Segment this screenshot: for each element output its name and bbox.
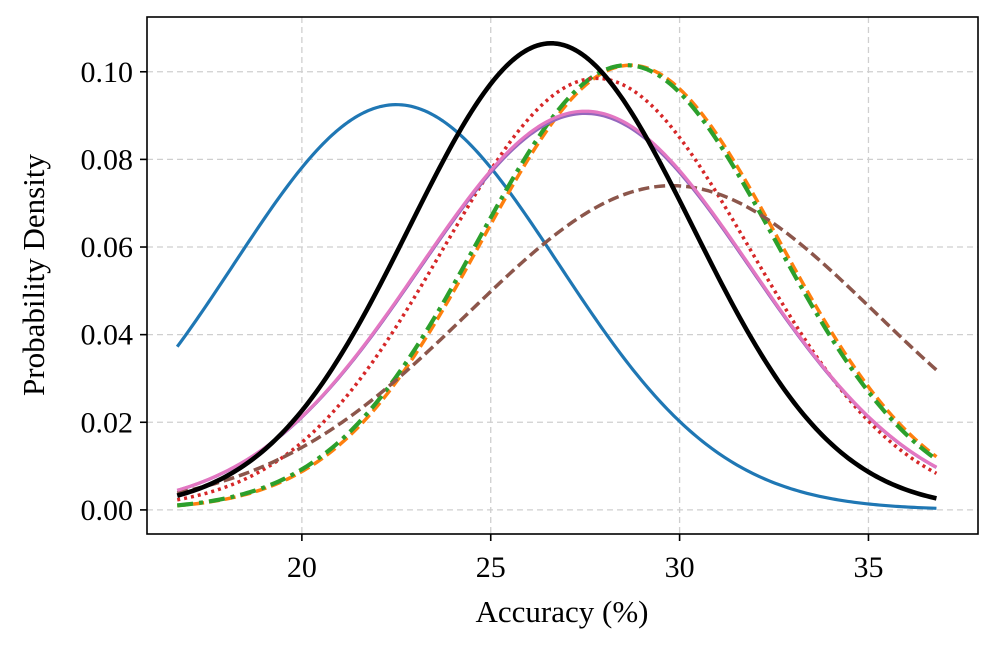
- y-tick-label: 0.04: [81, 319, 134, 352]
- y-tick-label: 0.06: [81, 231, 134, 264]
- y-tick-label: 0.08: [81, 143, 134, 176]
- x-tick-label: 35: [853, 551, 883, 584]
- x-tick-label: 30: [665, 551, 695, 584]
- series-red-line: [176, 76, 938, 502]
- x-axis-label: Accuracy (%): [476, 594, 649, 629]
- series-black-line: [176, 40, 937, 501]
- y-tick-label: 0.00: [81, 494, 134, 527]
- y-tick-label: 0.02: [81, 406, 134, 439]
- series-brown-line: [176, 183, 938, 495]
- curves: [175, 40, 938, 510]
- plot-frame: [146, 16, 979, 535]
- series-blue-line: [175, 103, 937, 510]
- series-orange-line: [177, 63, 938, 508]
- series-pink-line: [176, 109, 938, 492]
- x-tick-label: 25: [476, 551, 506, 584]
- series-green-line: [177, 63, 938, 508]
- y-tick-label: 0.10: [81, 56, 134, 89]
- x-tick-label: 20: [287, 551, 317, 584]
- grid: [147, 17, 978, 534]
- y-axis-label: Probability Density: [16, 154, 51, 396]
- axes-ticks: 20 25 30 35 0.00 0.02 0.04 0.06 0.08 0.10: [81, 56, 884, 584]
